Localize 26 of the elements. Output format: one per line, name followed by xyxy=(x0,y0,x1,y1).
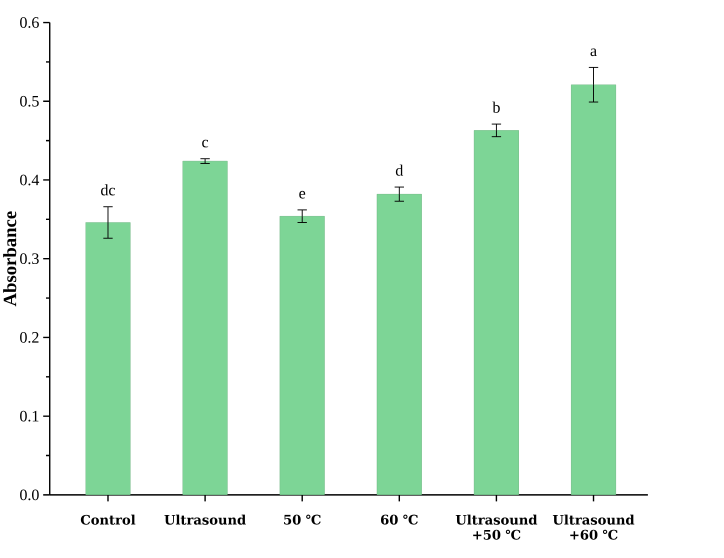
bar xyxy=(182,161,228,495)
annotation: c xyxy=(202,140,208,148)
bar xyxy=(280,216,325,495)
y-tick-label: 0.5 xyxy=(20,96,39,107)
x-tick-label: Ultrasound +50 ℃ xyxy=(456,514,538,540)
y-tick-label: 0.6 xyxy=(20,17,39,28)
x-tick-label: 50 ℃ xyxy=(284,514,321,525)
annotation: d xyxy=(396,164,404,176)
annotation: e xyxy=(299,191,306,199)
x-tick-label: Ultrasound xyxy=(164,514,246,525)
y-tick-label: 0.0 xyxy=(20,490,39,500)
y-tick-label: 0.3 xyxy=(20,253,39,264)
y-axis-title: Absorbance xyxy=(3,211,16,306)
y-tick-label: 0.1 xyxy=(20,410,38,422)
bar xyxy=(570,84,616,495)
y-tick-label: 0.2 xyxy=(20,332,38,343)
annotation: b xyxy=(492,102,500,113)
y-tick-label: 0.4 xyxy=(20,174,40,186)
x-tick-label: Control xyxy=(80,514,136,525)
bar xyxy=(474,130,519,495)
annotation: dc xyxy=(101,184,116,196)
x-tick-label: Ultrasound +60 ℃ xyxy=(552,514,634,540)
bar xyxy=(85,222,131,495)
bar xyxy=(376,194,422,495)
x-tick-label: 60 ℃ xyxy=(380,514,418,525)
annotation: a xyxy=(590,48,597,56)
